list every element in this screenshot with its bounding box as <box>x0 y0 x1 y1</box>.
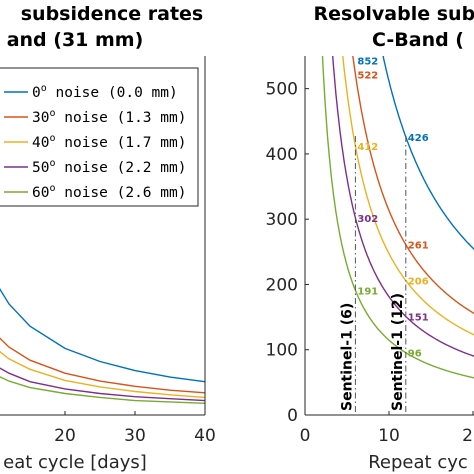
left-series-line-0 <box>0 281 205 382</box>
right-xlabel: Repeat cyc <box>368 452 468 473</box>
left-x-tick-label-0: 20 <box>54 426 76 446</box>
curve-label-b-1: 261 <box>408 241 429 252</box>
left-legend: 0o noise (0.0 mm) 30o noise (1.3 mm) 40o n… <box>0 68 198 206</box>
right-y-tick-label-0: 0 <box>287 406 298 426</box>
curve-label-b-2: 206 <box>408 277 429 288</box>
legend-label-2: 40o noise (1.7 mm) <box>32 133 186 151</box>
left-panel: subsidence rates and (31 mm) 20 30 40 0o n… <box>0 3 216 473</box>
right-y-tick-label-5: 500 <box>266 80 298 100</box>
left-lines <box>0 281 205 403</box>
right-x-tick-label-0: 0 <box>300 426 311 446</box>
legend-label-4: 60o noise (2.6 mm) <box>32 183 186 201</box>
legend-label-0: 0o noise (0.0 mm) <box>32 83 178 101</box>
right-x-tick-label-1: 10 <box>378 426 400 446</box>
right-y-tick-label-1: 100 <box>266 341 298 361</box>
curve-label-a-2: 412 <box>357 142 378 153</box>
curve-label-a-4: 191 <box>357 286 378 297</box>
right-subtitle: C-Band ( <box>372 29 464 51</box>
left-subtitle: and (31 mm) <box>7 29 144 51</box>
left-xlabel: eat cycle [days] <box>3 452 147 473</box>
right-y-tick-label-2: 200 <box>266 275 298 295</box>
left-x-tick-label-1: 30 <box>124 426 146 446</box>
curve-label-b-4: 96 <box>408 349 422 360</box>
left-series-line-1 <box>0 333 205 392</box>
curve-label-a-0: 852 <box>357 57 378 68</box>
right-axes: 0 100 200 300 400 500 0 10 20 <box>266 56 474 446</box>
curve-label-b-0: 426 <box>408 133 429 144</box>
left-x-tick-label-2: 40 <box>194 426 216 446</box>
right-annotations: Sentinel-1 (6) Sentinel-1 (12) 852 426 522 26… <box>339 57 428 415</box>
right-y-tick-label-3: 300 <box>266 210 298 230</box>
curve-label-a-1: 522 <box>357 70 378 81</box>
left-title: subsidence rates <box>21 3 204 25</box>
right-y-tick-label-4: 400 <box>266 145 298 165</box>
legend-label-1: 30o noise (1.3 mm) <box>32 108 186 126</box>
right-x-tick-label-2: 20 <box>462 426 474 446</box>
curve-label-a-3: 302 <box>357 214 378 225</box>
curve-label-b-3: 151 <box>408 312 429 323</box>
sentinel-label-0: Sentinel-1 (6) <box>339 303 355 411</box>
right-panel: Resolvable subs C-Band ( 010020030040050… <box>266 3 474 473</box>
right-title: Resolvable subs <box>314 3 474 25</box>
sentinel-label-1: Sentinel-1 (12) <box>390 293 406 411</box>
right-series-line-0 <box>383 56 474 256</box>
legend-label-3: 50o noise (2.2 mm) <box>32 158 186 176</box>
